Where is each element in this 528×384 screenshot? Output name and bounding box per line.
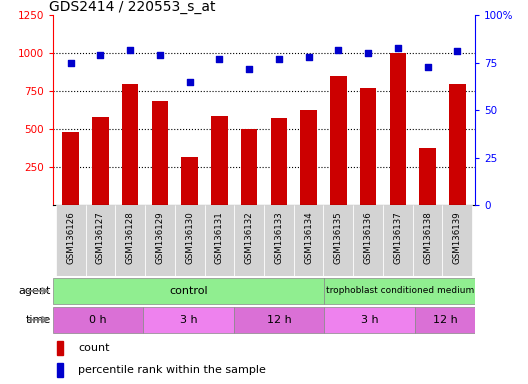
Text: GSM136136: GSM136136 xyxy=(364,211,373,264)
Bar xyxy=(300,111,317,205)
Point xyxy=(215,56,223,62)
Text: agent: agent xyxy=(18,286,51,296)
Point xyxy=(67,60,75,66)
Text: 3 h: 3 h xyxy=(361,314,379,325)
Bar xyxy=(264,205,294,276)
Bar xyxy=(353,205,383,276)
Text: GSM136139: GSM136139 xyxy=(453,211,462,264)
Text: 12 h: 12 h xyxy=(267,314,291,325)
Bar xyxy=(234,307,324,333)
Text: count: count xyxy=(78,343,110,353)
Point xyxy=(275,56,283,62)
Bar xyxy=(143,307,234,333)
Text: control: control xyxy=(169,286,208,296)
Point xyxy=(423,64,432,70)
Text: GSM136135: GSM136135 xyxy=(334,211,343,264)
Bar xyxy=(442,205,472,276)
Point xyxy=(394,45,402,51)
Bar xyxy=(204,205,234,276)
Text: 3 h: 3 h xyxy=(180,314,197,325)
Text: GSM136126: GSM136126 xyxy=(66,211,75,264)
Bar xyxy=(175,205,204,276)
Point xyxy=(364,50,372,56)
Point xyxy=(185,79,194,85)
Bar xyxy=(122,84,138,205)
Point xyxy=(334,46,343,53)
Bar xyxy=(324,278,475,304)
Point xyxy=(156,52,164,58)
Text: GDS2414 / 220553_s_at: GDS2414 / 220553_s_at xyxy=(49,0,215,14)
Text: GSM136134: GSM136134 xyxy=(304,211,313,264)
Bar xyxy=(62,132,79,205)
Bar xyxy=(390,53,406,205)
Text: GSM136131: GSM136131 xyxy=(215,211,224,264)
Bar xyxy=(53,307,143,333)
Bar xyxy=(86,205,115,276)
Text: GSM136127: GSM136127 xyxy=(96,211,105,264)
Bar xyxy=(145,205,175,276)
Bar xyxy=(294,205,324,276)
Bar xyxy=(241,129,257,205)
Bar xyxy=(92,117,109,205)
Bar xyxy=(419,149,436,205)
Bar xyxy=(182,157,198,205)
Bar xyxy=(360,88,376,205)
Text: time: time xyxy=(25,314,51,325)
Bar xyxy=(152,101,168,205)
Point xyxy=(305,54,313,60)
Text: GSM136129: GSM136129 xyxy=(155,211,164,264)
Point xyxy=(245,66,253,72)
Bar xyxy=(56,205,86,276)
Bar xyxy=(53,278,324,304)
Bar xyxy=(330,76,346,205)
Text: GSM136130: GSM136130 xyxy=(185,211,194,264)
Bar xyxy=(413,205,442,276)
Bar xyxy=(324,307,415,333)
Point xyxy=(96,52,105,58)
Bar xyxy=(57,341,63,355)
Bar xyxy=(324,205,353,276)
Bar xyxy=(415,307,475,333)
Text: 12 h: 12 h xyxy=(432,314,457,325)
Point xyxy=(126,46,134,53)
Bar xyxy=(271,118,287,205)
Text: percentile rank within the sample: percentile rank within the sample xyxy=(78,364,266,374)
Bar xyxy=(383,205,413,276)
Bar xyxy=(211,116,228,205)
Text: GSM136133: GSM136133 xyxy=(275,211,284,264)
Text: GSM136128: GSM136128 xyxy=(126,211,135,264)
Text: GSM136132: GSM136132 xyxy=(244,211,253,264)
Point xyxy=(453,48,461,55)
Text: GSM136138: GSM136138 xyxy=(423,211,432,264)
Bar xyxy=(57,362,63,376)
Bar xyxy=(234,205,264,276)
Text: trophoblast conditioned medium: trophoblast conditioned medium xyxy=(326,286,474,295)
Text: GSM136137: GSM136137 xyxy=(393,211,402,264)
Text: 0 h: 0 h xyxy=(89,314,107,325)
Bar xyxy=(449,84,466,205)
Bar xyxy=(115,205,145,276)
